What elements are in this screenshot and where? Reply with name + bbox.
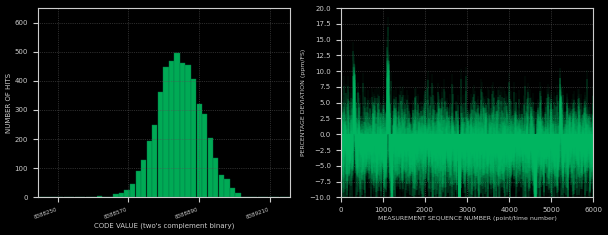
Bar xyxy=(157,92,163,197)
Bar xyxy=(147,141,152,197)
X-axis label: MEASUREMENT SEQUENCE NUMBER (point/time number): MEASUREMENT SEQUENCE NUMBER (point/time … xyxy=(378,216,556,221)
Bar xyxy=(224,179,230,197)
Bar xyxy=(119,193,124,197)
X-axis label: CODE VALUE (two's complement binary): CODE VALUE (two's complement binary) xyxy=(94,223,234,229)
Bar xyxy=(174,53,179,197)
Bar xyxy=(114,194,119,197)
Y-axis label: NUMBER OF HITS: NUMBER OF HITS xyxy=(5,73,12,133)
Bar xyxy=(208,138,213,197)
Bar xyxy=(169,61,174,197)
Bar xyxy=(185,65,191,197)
Bar xyxy=(141,160,147,197)
Bar xyxy=(202,114,207,197)
Y-axis label: PERCENTAGE DEVIATION (ppm/FS): PERCENTAGE DEVIATION (ppm/FS) xyxy=(302,49,306,156)
Bar xyxy=(219,175,224,197)
Bar xyxy=(152,125,157,197)
Bar xyxy=(235,193,241,197)
Bar xyxy=(125,190,130,197)
Bar xyxy=(136,171,141,197)
Bar xyxy=(191,78,196,197)
Bar xyxy=(130,184,136,197)
Bar xyxy=(213,158,218,197)
Bar xyxy=(97,196,102,197)
Bar xyxy=(230,188,235,197)
Bar xyxy=(164,67,168,197)
Bar xyxy=(196,104,202,197)
Bar xyxy=(180,63,185,197)
